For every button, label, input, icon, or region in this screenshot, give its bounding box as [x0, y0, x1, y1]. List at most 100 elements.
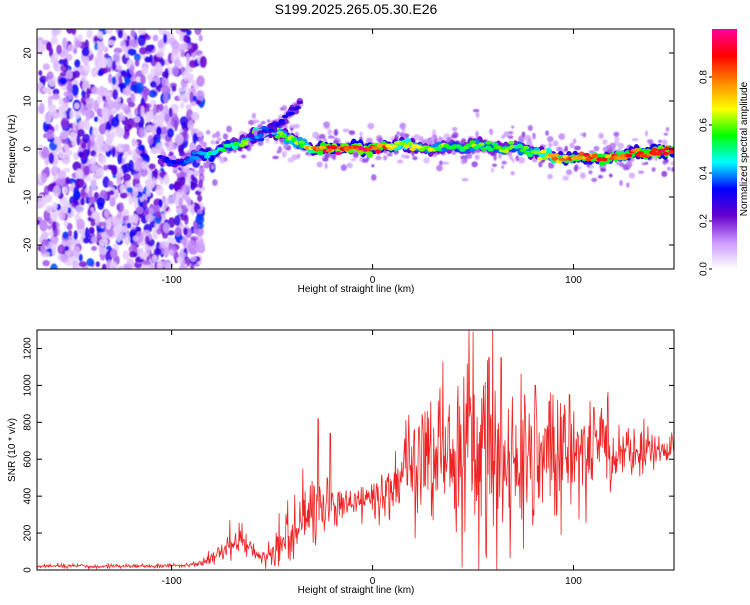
ridge-halo-blob [503, 131, 510, 137]
noise-blob [51, 244, 57, 257]
noise-blob [46, 87, 52, 95]
noise-blob [121, 45, 128, 52]
noise-blob [51, 93, 61, 100]
ridge-halo-blob [332, 153, 336, 161]
noise-blob [164, 68, 169, 80]
branch-cell [279, 121, 286, 125]
noise-blob [145, 213, 155, 223]
noise-blob [73, 197, 79, 206]
noise-blob [127, 149, 132, 156]
noise-blob [77, 151, 84, 158]
ridge-cell [193, 156, 200, 160]
noise-blob [155, 51, 165, 58]
ridge-cell [180, 162, 187, 167]
noise-blob [126, 186, 134, 193]
ridge-halo-blob [439, 160, 443, 166]
spectrogram-y-tick-label: 10 [23, 95, 34, 107]
noise-blob [123, 263, 132, 269]
ridge-halo-blob [547, 173, 553, 180]
noise-blob [156, 126, 162, 136]
noise-blob [78, 253, 83, 262]
noise-blob [50, 36, 59, 45]
noise-blob [117, 210, 123, 219]
noise-blob [38, 70, 43, 76]
ridge-halo-blob [538, 161, 543, 168]
noise-blob [188, 59, 198, 68]
noise-blob [165, 142, 170, 148]
ridge-halo-blob [598, 132, 604, 139]
noise-blob [67, 44, 76, 52]
snr-frame [36, 329, 675, 571]
noise-blob [176, 172, 184, 178]
ridge-halo-blob [371, 164, 375, 168]
noise-blob [117, 30, 124, 39]
snr-x-tick-label: 0 [370, 576, 376, 587]
noise-blob [127, 101, 136, 108]
noise-blob [178, 87, 186, 93]
noise-blob [118, 265, 123, 269]
ridge-cell [459, 147, 466, 152]
ridge-cell [495, 145, 502, 150]
branch-cell [288, 111, 295, 116]
noise-blob [44, 111, 52, 124]
noise-blob [62, 97, 70, 104]
ridge-halo-blob [472, 109, 480, 113]
noise-blob [162, 202, 169, 209]
noise-blob [96, 138, 103, 146]
ridge-halo-blob [212, 179, 218, 187]
ridge-cell [191, 150, 198, 155]
ridge-halo-blob [573, 145, 581, 151]
noise-blob [195, 99, 202, 105]
snr-y-tick-label: 0 [23, 567, 34, 573]
ridge-halo-blob [493, 153, 497, 161]
noise-blob [190, 112, 200, 121]
noise-blob [84, 39, 90, 50]
noise-blob [185, 104, 192, 110]
noise-blob [124, 233, 131, 246]
ridge-cell [231, 145, 239, 150]
noise-blob [86, 29, 93, 39]
ridge-cell [372, 146, 379, 151]
noise-blob [85, 97, 95, 105]
noise-blob [156, 228, 162, 235]
noise-blob [98, 31, 104, 40]
noise-blob [90, 139, 95, 148]
ridge-halo-blob [370, 174, 377, 181]
noise-blob [91, 67, 98, 78]
ridge-halo-blob [569, 142, 575, 149]
noise-blob [153, 248, 162, 256]
ridge-halo-blob [396, 131, 400, 135]
ridge-cell [325, 148, 333, 153]
snr-y-tick-label: 600 [23, 450, 34, 467]
ridge-halo-blob [492, 163, 498, 167]
noise-blob [46, 71, 54, 80]
noise-blob [111, 60, 117, 71]
noise-blob [141, 66, 149, 76]
ridge-halo-blob [401, 128, 406, 133]
spectrogram-y-tick-label: -20 [23, 237, 34, 252]
branch-cell [296, 100, 304, 105]
noise-blob [130, 84, 138, 92]
noise-blob [144, 235, 150, 245]
ridge-halo-blob [667, 166, 671, 171]
ridge-cell [203, 154, 211, 159]
ridge-halo-blob [210, 164, 215, 170]
ridge-cell [526, 153, 534, 158]
spectrogram-y-label: Frequency (Hz) [7, 115, 18, 184]
noise-blob [91, 245, 97, 252]
noise-blob [83, 237, 90, 244]
noise-blob [76, 218, 85, 230]
noise-blob [83, 165, 90, 176]
ridge-cell [274, 134, 281, 139]
noise-blob [127, 48, 137, 56]
noise-blob [190, 183, 199, 189]
noise-blob [39, 75, 47, 83]
noise-blob [106, 57, 113, 68]
ridge-cell [591, 153, 599, 158]
noise-blob [86, 87, 91, 99]
noise-blob [105, 99, 115, 111]
noise-blob [41, 198, 47, 207]
ridge-halo-blob [216, 137, 222, 142]
